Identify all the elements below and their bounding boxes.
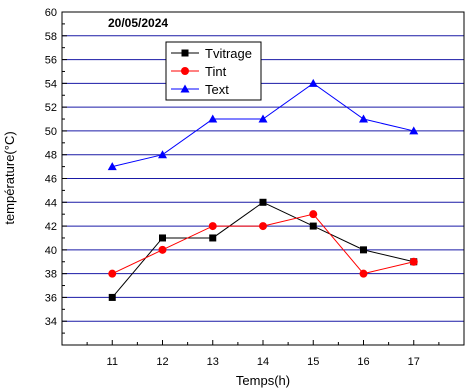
data-point-text-12 xyxy=(158,150,167,159)
y-axis: 34 36 38 40 42 44 46 48 50 52 54 56 58 60 xyxy=(45,7,67,334)
grid-lines xyxy=(62,11,464,322)
data-point-tvitrage-14 xyxy=(259,198,267,206)
x-axis: 11 12 13 14 15 16 17 xyxy=(86,340,440,368)
data-point-tvitrage-12 xyxy=(159,234,166,242)
data-point-tint-14 xyxy=(259,222,267,231)
data-point-tint-11 xyxy=(108,269,117,278)
legend: Tvitrage Tint Text xyxy=(165,41,262,101)
data-point-text-17 xyxy=(409,126,419,135)
x-tick-label-13: 13 xyxy=(207,356,219,368)
data-point-tint-17 xyxy=(409,257,418,266)
y-tick-label-36: 36 xyxy=(45,292,57,304)
series-group xyxy=(107,78,419,301)
data-point-tint-12 xyxy=(158,245,167,254)
data-point-text-13 xyxy=(208,114,218,123)
data-point-text-15 xyxy=(308,78,318,87)
y-tick-label-42: 42 xyxy=(45,221,57,233)
data-point-tint-16 xyxy=(359,269,368,278)
y-tick-label-46: 46 xyxy=(45,174,57,186)
legend-marker-tint xyxy=(181,67,189,75)
x-tick-label-17: 17 xyxy=(408,356,420,368)
y-tick-label-50: 50 xyxy=(45,126,57,138)
data-point-text-11 xyxy=(107,162,117,171)
chart-title: 20/05/2024 xyxy=(108,16,168,30)
legend-marker-tvitrage xyxy=(181,49,189,57)
y-tick-label-48: 48 xyxy=(45,150,57,162)
y-tick-label-58: 58 xyxy=(45,31,57,43)
y-tick-label-60: 60 xyxy=(45,7,57,19)
series-line-text xyxy=(112,82,414,168)
data-point-tvitrage-15 xyxy=(309,222,317,230)
y-tick-label-44: 44 xyxy=(45,197,57,209)
x-tick-label-16: 16 xyxy=(357,356,369,368)
y-tick-label-54: 54 xyxy=(45,78,57,90)
y-tick-label-38: 38 xyxy=(45,269,57,281)
data-point-text-14 xyxy=(258,114,268,123)
legend-label-tvitrage: Tvitrage xyxy=(205,46,252,61)
data-point-tvitrage-13 xyxy=(209,234,217,242)
legend-marker-text xyxy=(180,84,190,93)
y-axis-label: température(°C) xyxy=(2,131,17,224)
data-point-tint-13 xyxy=(208,222,217,231)
y-tick-label-40: 40 xyxy=(45,245,57,257)
y-tick-label-34: 34 xyxy=(45,316,57,328)
data-point-text-16 xyxy=(359,114,368,123)
y-tick-label-52: 52 xyxy=(45,102,57,114)
x-tick-label-14: 14 xyxy=(257,356,269,368)
data-point-tint-15 xyxy=(309,210,318,219)
data-point-tvitrage-11 xyxy=(108,293,116,301)
x-tick-label-11: 11 xyxy=(107,356,118,368)
y-tick-label-56: 56 xyxy=(45,55,57,67)
x-tick-label-12: 12 xyxy=(156,356,168,368)
x-axis-label: Temps(h) xyxy=(236,373,290,388)
data-point-tvitrage-16 xyxy=(360,246,367,254)
legend-label-tint: Tint xyxy=(205,64,227,79)
x-tick-label-15: 15 xyxy=(307,356,319,368)
legend-label-text: Text xyxy=(205,82,229,97)
